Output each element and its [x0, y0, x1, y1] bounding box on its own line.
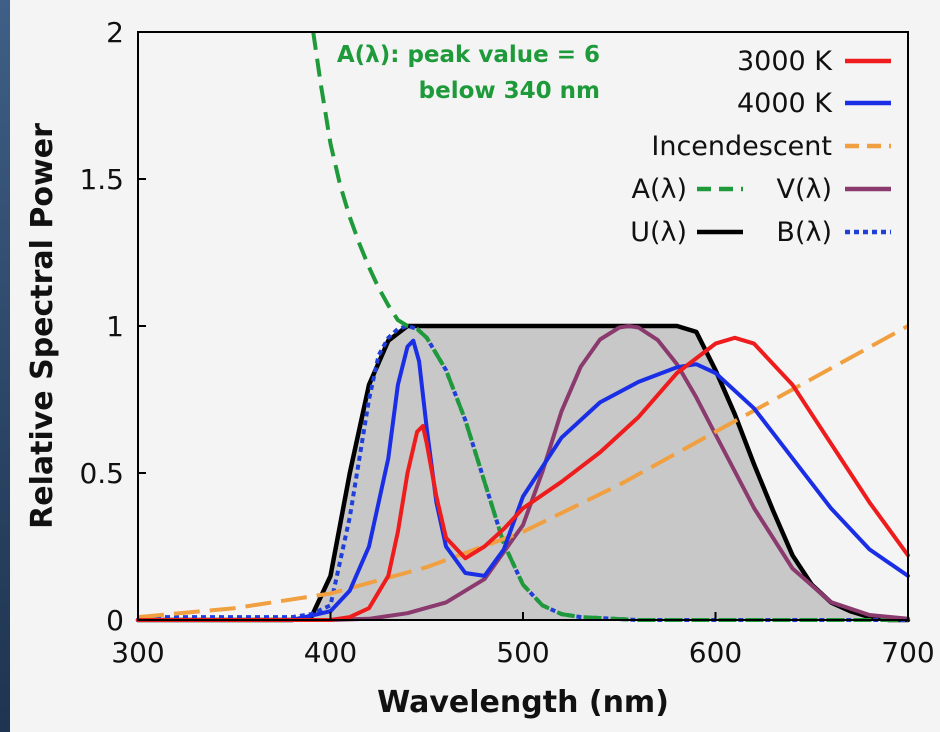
legend-label-4000k: 4000 K: [737, 88, 833, 119]
x-tick-label-400: 400: [304, 636, 357, 669]
u-lambda-fill-layer: [138, 326, 908, 620]
x-tick-label-300: 300: [111, 636, 164, 669]
legend-label-v-lambda: V(λ): [776, 174, 832, 205]
tick-layer: 300 400 500 600 700 0 0.5 1 1.5 2: [79, 16, 934, 669]
series-incandescent-line: [137, 324, 909, 620]
legend: 3000 K 4000 K Incendescent A(λ) V(λ) U(λ) B(λ): [630, 46, 891, 248]
y-tick-label-1-5: 1.5: [79, 163, 124, 196]
y-tick-label-1: 1: [106, 310, 124, 343]
series-a-lambda-line: [311, 31, 908, 622]
y-axis-title: Relative Spectral Power: [25, 123, 60, 529]
annotation-line-2: below 340 nm: [419, 78, 600, 104]
y-tick-label-0: 0: [106, 604, 124, 637]
series-4000k-line: [136, 338, 910, 622]
legend-label-u-lambda: U(λ): [630, 217, 687, 248]
annotation-line-1: A(λ): peak value = 6: [337, 42, 600, 68]
x-tick-label-500: 500: [496, 636, 549, 669]
legend-label-incandescent: Incendescent: [651, 131, 832, 162]
series-layer: [135, 31, 911, 623]
x-axis-title: Wavelength (nm): [377, 685, 669, 720]
x-tick-label-700: 700: [881, 636, 934, 669]
series-b-lambda-line: [138, 324, 908, 622]
series-v-lambda-line: [328, 324, 910, 622]
y-tick-label-2: 2: [106, 16, 124, 49]
x-tick-label-600: 600: [689, 636, 742, 669]
u-lambda-area: [138, 326, 908, 620]
series-3000k-line: [136, 335, 910, 622]
legend-label-3000k: 3000 K: [737, 46, 833, 77]
legend-label-a-lambda: A(λ): [631, 174, 687, 205]
y-tick-label-0-5: 0.5: [79, 457, 124, 490]
legend-label-b-lambda: B(λ): [776, 217, 832, 248]
